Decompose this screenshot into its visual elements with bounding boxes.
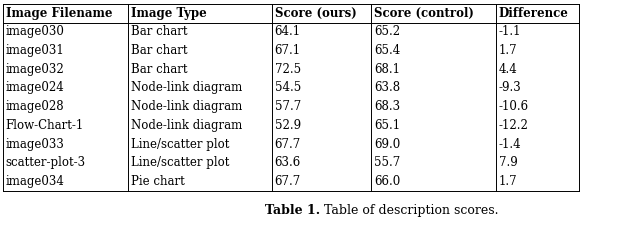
Text: Image Filename: Image Filename <box>6 7 112 20</box>
Text: Line/scatter plot: Line/scatter plot <box>131 156 229 169</box>
Text: 67.7: 67.7 <box>275 138 301 150</box>
Text: image032: image032 <box>6 63 65 76</box>
Text: 68.1: 68.1 <box>374 63 400 76</box>
Text: 1.7: 1.7 <box>499 175 517 188</box>
Text: Score (control): Score (control) <box>374 7 474 20</box>
Text: Pie chart: Pie chart <box>131 175 184 188</box>
Text: image034: image034 <box>6 175 65 188</box>
Text: image031: image031 <box>6 44 65 57</box>
Text: image028: image028 <box>6 100 65 113</box>
Text: -1.4: -1.4 <box>499 138 521 150</box>
Text: image024: image024 <box>6 82 65 95</box>
Text: 1.7: 1.7 <box>499 44 517 57</box>
Text: Node-link diagram: Node-link diagram <box>131 100 242 113</box>
Text: Bar chart: Bar chart <box>131 25 187 38</box>
Text: 65.4: 65.4 <box>374 44 400 57</box>
Text: 63.6: 63.6 <box>275 156 301 169</box>
Text: 54.5: 54.5 <box>275 82 301 95</box>
Text: Bar chart: Bar chart <box>131 63 187 76</box>
Text: 57.7: 57.7 <box>275 100 301 113</box>
Text: Flow-Chart-1: Flow-Chart-1 <box>6 119 84 132</box>
Text: Node-link diagram: Node-link diagram <box>131 82 242 95</box>
Text: 55.7: 55.7 <box>374 156 400 169</box>
Text: 4.4: 4.4 <box>499 63 517 76</box>
Text: Score (ours): Score (ours) <box>275 7 356 20</box>
Text: 52.9: 52.9 <box>275 119 301 132</box>
Text: Table 1.: Table 1. <box>265 204 320 217</box>
Text: image030: image030 <box>6 25 65 38</box>
Text: -10.6: -10.6 <box>499 100 529 113</box>
Text: -9.3: -9.3 <box>499 82 522 95</box>
Text: Bar chart: Bar chart <box>131 44 187 57</box>
Text: Node-link diagram: Node-link diagram <box>131 119 242 132</box>
Text: 65.1: 65.1 <box>374 119 400 132</box>
Text: -1.1: -1.1 <box>499 25 521 38</box>
Text: 66.0: 66.0 <box>374 175 400 188</box>
Text: -12.2: -12.2 <box>499 119 529 132</box>
Text: scatter-plot-3: scatter-plot-3 <box>6 156 86 169</box>
Text: 69.0: 69.0 <box>374 138 400 150</box>
Text: 67.1: 67.1 <box>275 44 301 57</box>
Text: 68.3: 68.3 <box>374 100 400 113</box>
Text: 63.8: 63.8 <box>374 82 400 95</box>
Text: 64.1: 64.1 <box>275 25 301 38</box>
Text: Difference: Difference <box>499 7 568 20</box>
Text: Image Type: Image Type <box>131 7 206 20</box>
Text: Table of description scores.: Table of description scores. <box>320 204 499 217</box>
Text: 67.7: 67.7 <box>275 175 301 188</box>
Text: Line/scatter plot: Line/scatter plot <box>131 138 229 150</box>
Text: image033: image033 <box>6 138 65 150</box>
Text: 7.9: 7.9 <box>499 156 517 169</box>
Text: 65.2: 65.2 <box>374 25 400 38</box>
Text: 72.5: 72.5 <box>275 63 301 76</box>
